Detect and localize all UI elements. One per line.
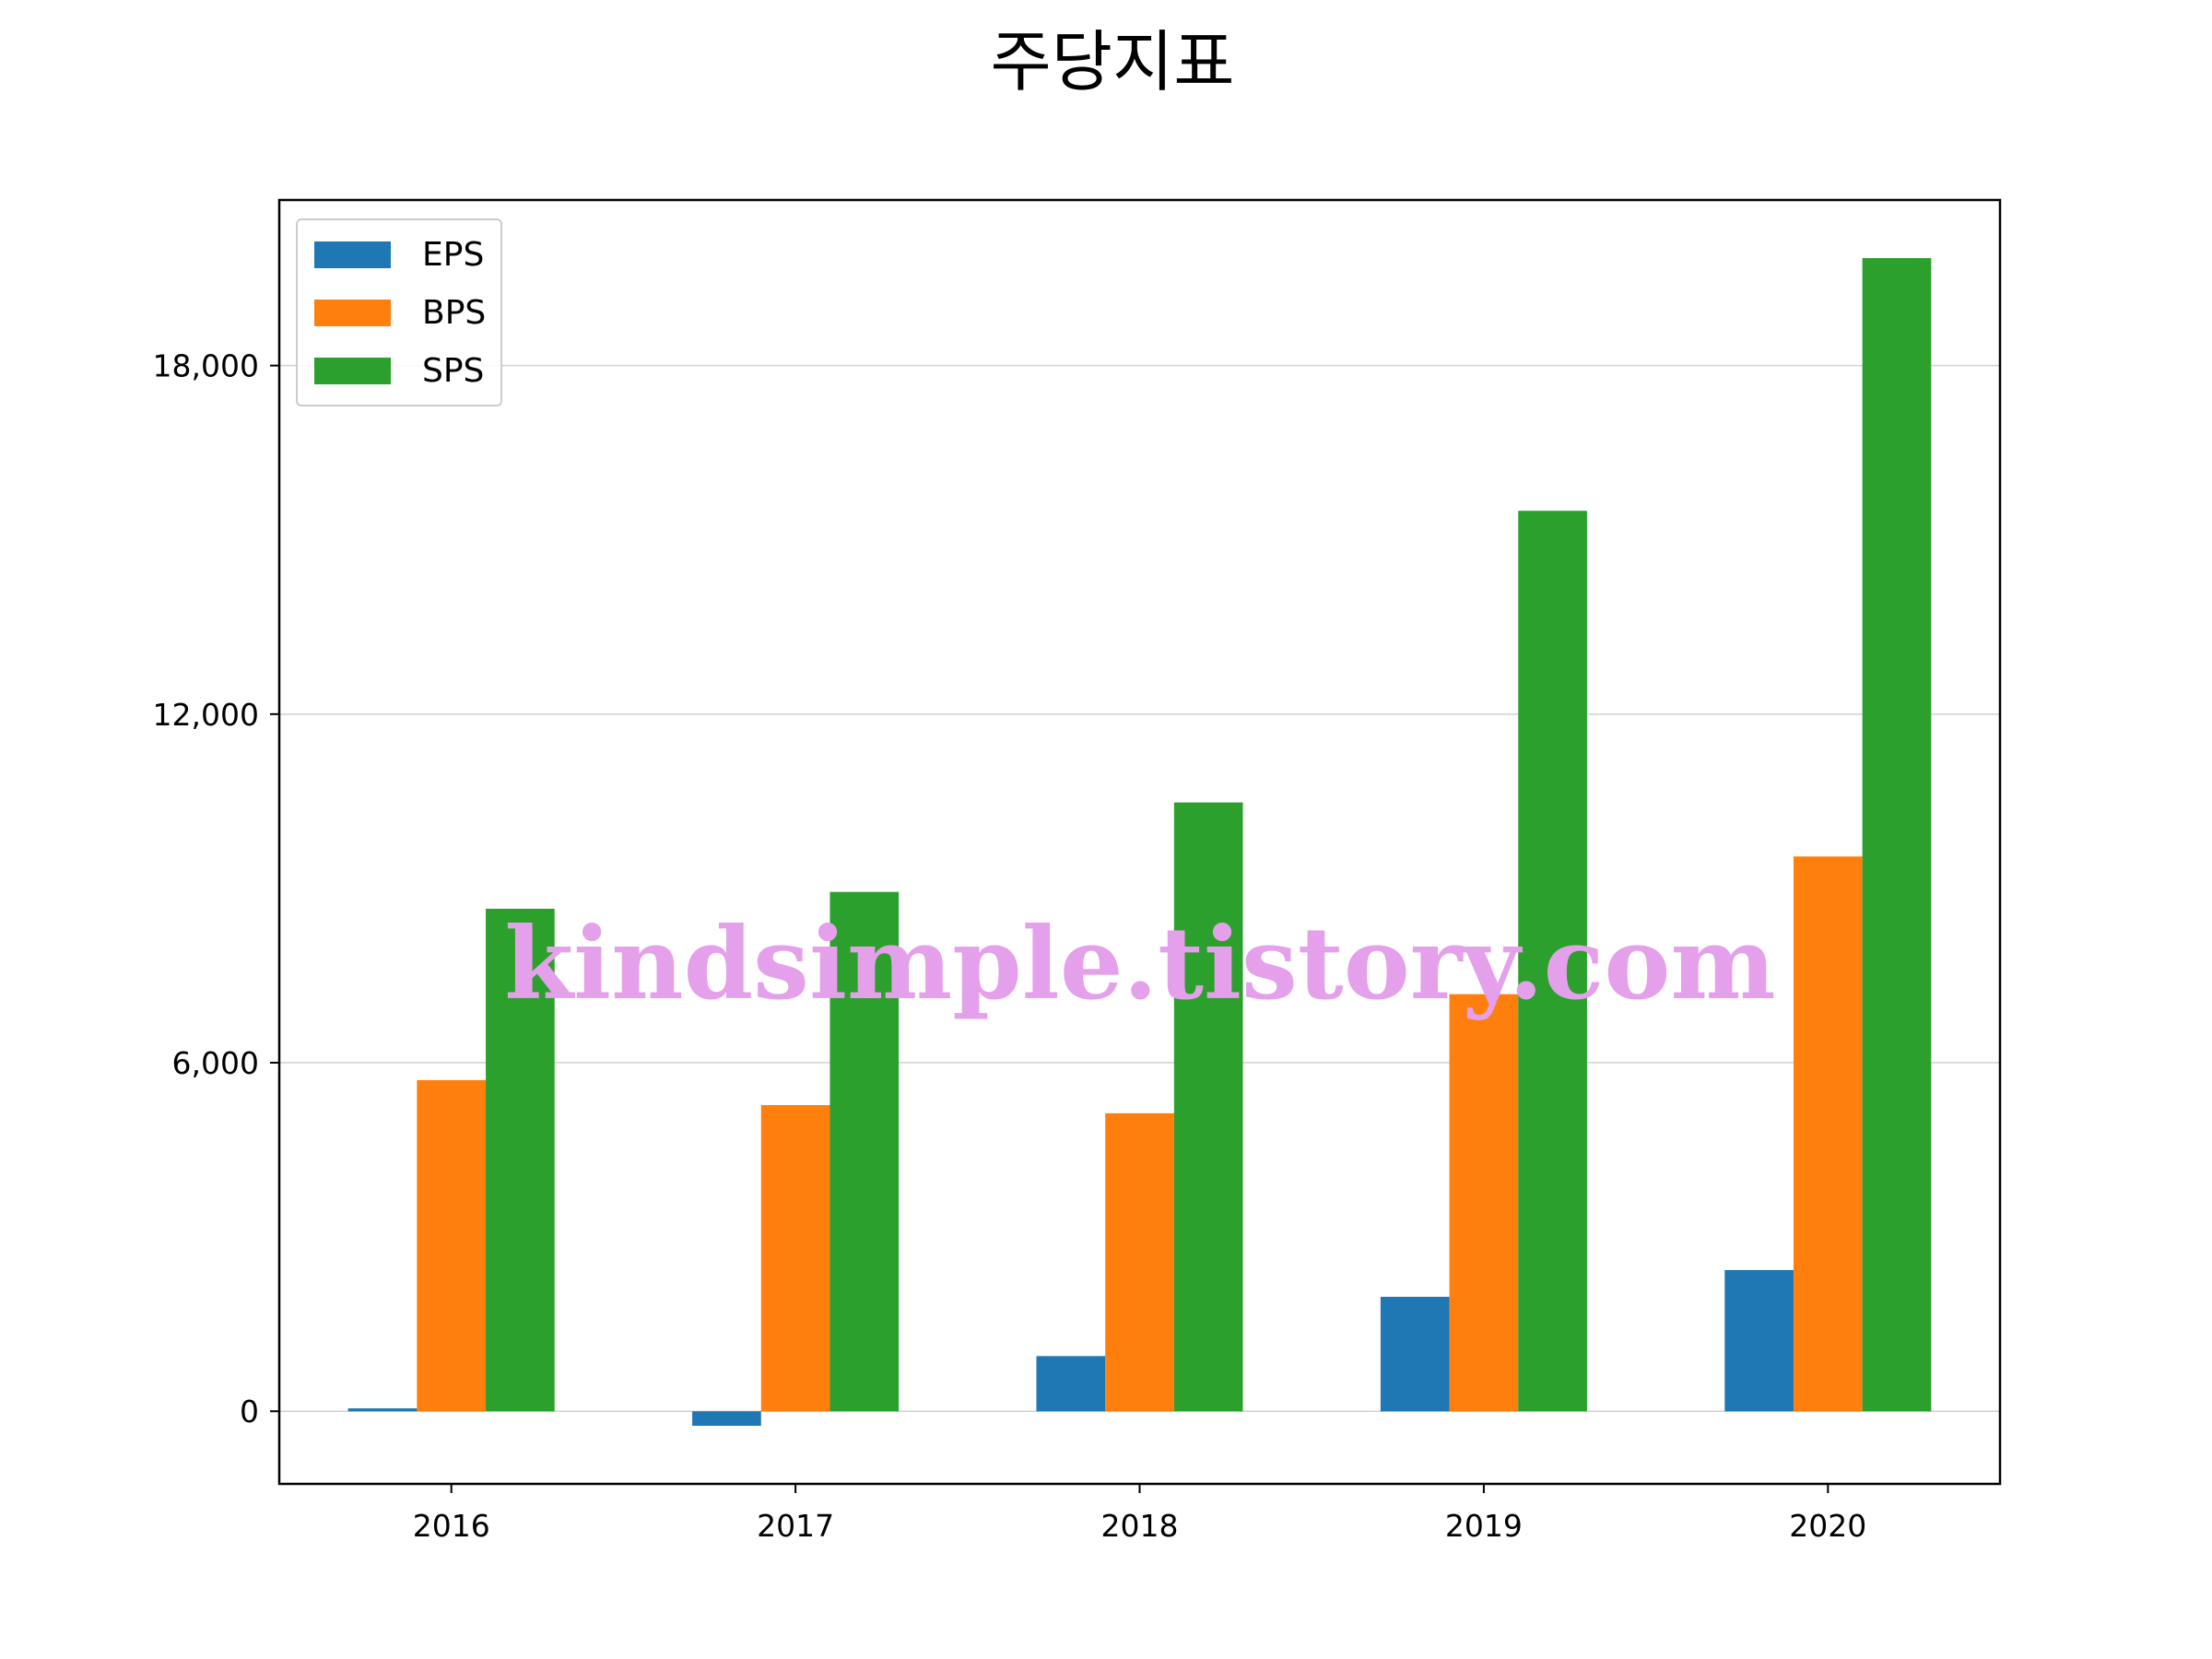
bar-eps	[1724, 1270, 1794, 1412]
y-tick-label: 0	[240, 1394, 259, 1430]
chart-title: 주당지표	[991, 23, 1235, 100]
bar-sps	[1173, 802, 1243, 1412]
bar-bps	[417, 1079, 487, 1412]
bar-sps	[486, 908, 555, 1412]
bar-sps	[830, 891, 900, 1412]
x-tick-label: 2017	[757, 1508, 834, 1544]
legend-swatch-bps	[314, 300, 391, 326]
x-tick-label: 2016	[413, 1508, 490, 1544]
x-tick-label: 2018	[1101, 1508, 1179, 1544]
legend-label-eps: EPS	[422, 236, 484, 274]
bar-eps	[1380, 1297, 1450, 1412]
bar-bps	[1105, 1112, 1174, 1412]
bar-eps	[347, 1408, 418, 1412]
legend-swatch-sps	[314, 358, 391, 384]
bar-bps	[760, 1105, 830, 1412]
legend: EPS BPS SPS	[296, 218, 502, 406]
bar-bps	[1449, 994, 1519, 1412]
y-tick-label: 6,000	[172, 1045, 259, 1081]
legend-label-bps: BPS	[422, 294, 486, 332]
bars-layer	[347, 258, 1932, 1426]
bar-bps	[1793, 856, 1863, 1412]
bar-eps	[692, 1411, 761, 1426]
x-tick-label: 2019	[1445, 1508, 1523, 1544]
legend-label-sps: SPS	[422, 352, 484, 390]
bar-sps	[1862, 258, 1932, 1412]
y-tick-label: 18,000	[153, 348, 259, 384]
axes-layer: 0 6,000 12,000 18,000 2016 2017 2018 2019 2020	[153, 348, 1867, 1544]
watermark-text: kindsimple.tistory.com	[504, 906, 1775, 1022]
bar-eps	[1036, 1356, 1106, 1412]
y-tick-label: 12,000	[153, 697, 259, 733]
bar-sps	[1518, 511, 1587, 1412]
legend-items: EPS BPS SPS	[314, 236, 486, 390]
x-tick-label: 2020	[1789, 1508, 1866, 1544]
legend-swatch-eps	[314, 241, 391, 268]
